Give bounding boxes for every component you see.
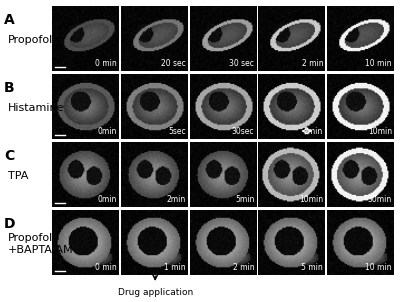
Text: 0min: 0min [97, 127, 117, 136]
Text: 30sec: 30sec [232, 127, 254, 136]
Text: D: D [4, 217, 16, 231]
Text: 5 min: 5 min [301, 263, 323, 272]
Text: A: A [4, 13, 15, 27]
Text: Propofol
+BAPTA-AM: Propofol +BAPTA-AM [8, 233, 74, 255]
Text: Histamine: Histamine [8, 103, 64, 113]
Text: 2 min: 2 min [233, 263, 254, 272]
Text: 2min: 2min [304, 127, 323, 136]
Text: 10 min: 10 min [366, 263, 392, 272]
Text: 10min: 10min [368, 127, 392, 136]
Text: TPA: TPA [8, 171, 28, 181]
Text: 2min: 2min [166, 195, 186, 204]
Text: Drug application: Drug application [118, 288, 193, 297]
Text: 30 sec: 30 sec [230, 59, 254, 68]
Text: 5sec: 5sec [168, 127, 186, 136]
Text: 30min: 30min [368, 195, 392, 204]
Text: 0 min: 0 min [95, 263, 117, 272]
Text: 10 min: 10 min [366, 59, 392, 68]
Text: 1 min: 1 min [164, 263, 186, 272]
Text: Propofol: Propofol [8, 35, 53, 45]
Text: B: B [4, 81, 15, 95]
Text: 0min: 0min [97, 195, 117, 204]
Text: 5min: 5min [235, 195, 254, 204]
Text: 2 min: 2 min [302, 59, 323, 68]
Text: 20 sec: 20 sec [161, 59, 186, 68]
Text: 0 min: 0 min [95, 59, 117, 68]
Text: C: C [4, 149, 14, 163]
Text: 10min: 10min [299, 195, 323, 204]
